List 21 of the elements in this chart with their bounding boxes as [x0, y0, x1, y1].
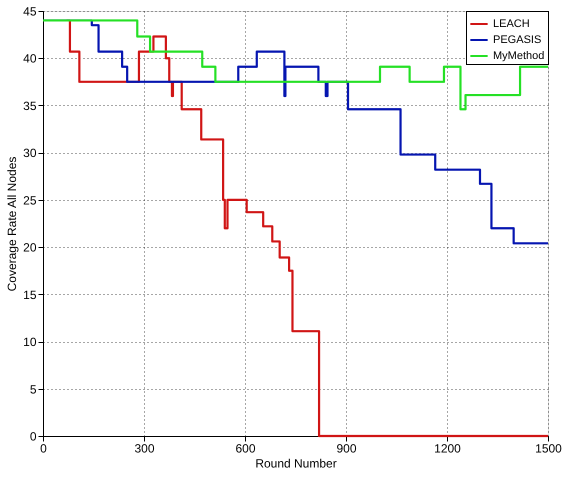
x-axis-title: Round Number	[255, 456, 337, 470]
y-axis-title: Coverage Rate All Nodes	[5, 156, 20, 292]
legend-label: MyMethod	[493, 50, 544, 62]
y-tick-label: 0	[30, 430, 37, 444]
y-tick-label: 45	[23, 4, 37, 18]
x-tick-label: 300	[134, 442, 155, 456]
y-tick-label: 5	[30, 382, 37, 396]
x-tick-label: 900	[336, 442, 357, 456]
y-tick-label: 15	[23, 288, 37, 302]
y-tick-label: 25	[23, 193, 37, 208]
x-tick-label: 1200	[434, 442, 462, 456]
x-tick-label: 1500	[535, 442, 562, 456]
y-tick-label: 35	[23, 98, 37, 113]
y-tick-label: 40	[23, 52, 37, 66]
legend-label: LEACH	[493, 18, 530, 30]
legend-label: PEGASIS	[493, 34, 542, 46]
x-tick-label: 0	[40, 442, 48, 456]
y-tick-label: 30	[23, 146, 37, 160]
y-tick-label: 20	[23, 240, 37, 255]
x-tick-label: 600	[235, 442, 256, 456]
y-tick-label: 10	[23, 335, 37, 350]
